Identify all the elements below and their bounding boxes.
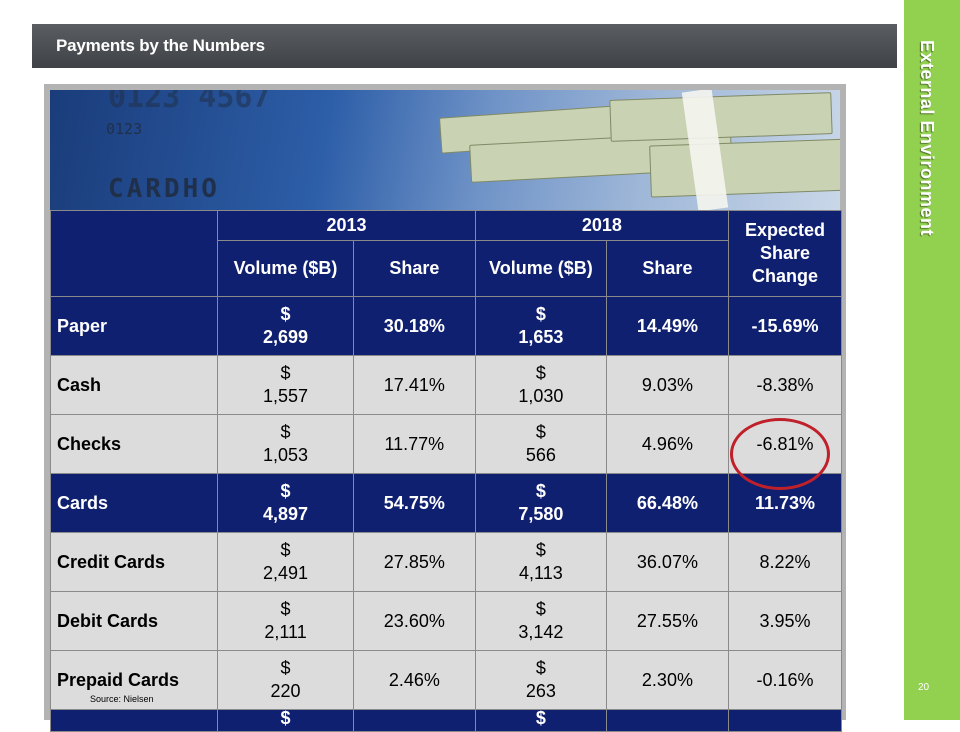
money-stack-bill — [649, 138, 840, 198]
subheader-volume-2018: Volume ($B) — [474, 240, 607, 297]
subheader-share-2013: Share — [352, 240, 476, 297]
cell-volume-2018: $3,142 — [474, 591, 607, 651]
highlight-circle — [730, 418, 830, 490]
row-label: Cards — [49, 473, 219, 533]
table-row: Checks $1,053 11.77% $566 4.96% -6.81% — [49, 414, 843, 474]
cell-expected-change: -15.69% — [727, 296, 843, 356]
cell-expected-change: 8.22% — [727, 532, 843, 592]
header-row-subheaders: Volume ($B) Share Volume ($B) Share — [51, 240, 842, 297]
money-banner-image: 0123 4567 0123 CARDHO — [50, 90, 840, 210]
row-label — [49, 709, 219, 732]
header-row-years: 2013 2018 Expected Share Change — [49, 210, 843, 297]
cell-share-2013: 11.77% — [352, 414, 476, 474]
row-label: Credit Cards — [49, 532, 219, 592]
table-row: Cards $4,897 54.75% $7,580 66.48% 11.73% — [49, 473, 843, 533]
table-row: Cash $1,557 17.41% $1,030 9.03% -8.38% — [49, 355, 843, 415]
subheader-share-2018: Share — [605, 240, 729, 297]
card-digits: 0123 — [106, 120, 143, 138]
header-2013: 2013 — [217, 210, 476, 241]
cell-volume-2013: $1,053 — [217, 414, 354, 474]
page-number: 20 — [918, 682, 930, 693]
card-top-digits: 0123 4567 — [108, 90, 271, 115]
source-note: Source: Nielsen — [90, 694, 154, 704]
cell-volume-2018: $1,653 — [474, 296, 607, 356]
cell-share-2018: 2.30% — [605, 650, 729, 710]
cell-share-2018: 36.07% — [605, 532, 729, 592]
cell-share-2013: 17.41% — [352, 355, 476, 415]
cell-volume-2018: $263 — [474, 650, 607, 710]
cell-expected-change: 3.95% — [727, 591, 843, 651]
payments-table: 2013 2018 Expected Share Change Volume (… — [49, 210, 843, 732]
cell-share-2013: 23.60% — [352, 591, 476, 651]
money-stack-bill — [609, 92, 833, 142]
row-label: Debit Cards — [49, 591, 219, 651]
cell-share-2013: 27.85% — [352, 532, 476, 592]
cell-volume-2013: $1,557 — [217, 355, 354, 415]
row-label: Cash — [49, 355, 219, 415]
cell-volume-2018: $ — [474, 709, 607, 732]
cell-volume-2013: $220 — [217, 650, 354, 710]
cell-share-2018: 14.49% — [605, 296, 729, 356]
slide-title-bar: Payments by the Numbers — [32, 24, 897, 68]
cell-volume-2013: $2,111 — [217, 591, 354, 651]
section-label: External Environment — [917, 40, 937, 237]
table-row-partial: $ $ — [49, 709, 843, 732]
card-word: CARDHO — [108, 174, 220, 204]
cell-volume-2013: $2,699 — [217, 296, 354, 356]
header-corner — [49, 210, 219, 297]
cell-share-2018: 27.55% — [605, 591, 729, 651]
cell-share-2013: 30.18% — [352, 296, 476, 356]
section-sidebar — [904, 0, 960, 720]
table-row: Paper $2,699 30.18% $1,653 14.49% -15.69% — [49, 296, 843, 356]
row-label: Checks — [49, 414, 219, 474]
cell-expected-change: -0.16% — [727, 650, 843, 710]
cell-volume-2018: $1,030 — [474, 355, 607, 415]
subheader-volume-2013: Volume ($B) — [217, 240, 354, 297]
cell-share-2018: 9.03% — [605, 355, 729, 415]
cell-volume-2018: $4,113 — [474, 532, 607, 592]
cell-expected-change: -8.38% — [727, 355, 843, 415]
cell-share-2013: 2.46% — [352, 650, 476, 710]
row-label: Prepaid Cards — [49, 650, 219, 710]
row-label: Paper — [49, 296, 219, 356]
header-2018: 2018 — [474, 210, 729, 241]
table-row: Debit Cards $2,111 23.60% $3,142 27.55% 3.95% — [49, 591, 843, 651]
slide-title: Payments by the Numbers — [56, 36, 265, 55]
table-row: Prepaid Cards $220 2.46% $263 2.30% -0.16% — [49, 650, 843, 710]
cell-share-2018: 4.96% — [605, 414, 729, 474]
cell-volume-2013: $ — [217, 709, 354, 732]
cell-volume-2013: $2,491 — [217, 532, 354, 592]
cell-volume-2013: $4,897 — [217, 473, 354, 533]
cell-volume-2018: $7,580 — [474, 473, 607, 533]
header-expected-share-change: Expected Share Change — [727, 210, 843, 297]
cell-share-2018: 66.48% — [605, 473, 729, 533]
cell-share-2013: 54.75% — [352, 473, 476, 533]
table-row: Credit Cards $2,491 27.85% $4,113 36.07% 8.22… — [49, 532, 843, 592]
cell-volume-2018: $566 — [474, 414, 607, 474]
